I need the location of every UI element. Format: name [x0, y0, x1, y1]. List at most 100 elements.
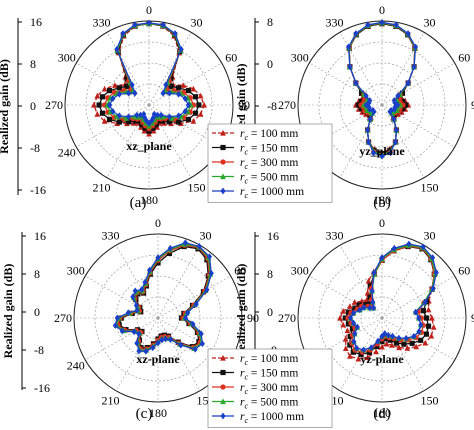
angle-tick-label: 330	[102, 229, 120, 243]
data-point	[185, 101, 191, 109]
legend-symbol: r	[240, 128, 245, 140]
grid-spoke	[106, 32, 150, 106]
data-point	[134, 306, 140, 314]
data-point	[193, 300, 199, 308]
angle-tick-label: 30	[191, 16, 203, 30]
radial-tick-label: 8	[30, 57, 36, 71]
angle-tick-label: 30	[424, 16, 436, 30]
data-point	[136, 330, 142, 338]
data-point	[366, 349, 373, 356]
grid-spoke	[381, 245, 425, 319]
data-point	[155, 260, 161, 266]
legend-swatch-marker	[220, 354, 226, 361]
radial-tick-label: 0	[30, 99, 36, 113]
data-point	[182, 108, 188, 115]
data-point	[400, 98, 406, 104]
angle-tick-label: 30	[424, 229, 436, 243]
data-point	[357, 306, 363, 314]
data-point	[367, 283, 373, 289]
data-point	[370, 298, 376, 306]
grid-spoke	[381, 317, 425, 391]
data-point	[126, 119, 132, 125]
data-point	[120, 30, 126, 37]
data-point	[182, 95, 188, 102]
data-point	[379, 18, 385, 26]
data-point	[132, 113, 138, 120]
legend-box	[207, 348, 333, 428]
data-point	[389, 342, 395, 348]
angle-tick-label: 180	[140, 193, 158, 207]
grid-spoke	[339, 32, 383, 106]
data-point	[125, 309, 131, 317]
data-point	[353, 30, 359, 37]
legend-subscript: c	[244, 162, 248, 171]
data-point	[347, 333, 353, 339]
data-point	[413, 308, 419, 316]
angle-tick-label: 240	[58, 146, 76, 160]
data-point	[356, 302, 362, 308]
data-point	[364, 289, 371, 296]
data-point	[363, 301, 369, 308]
data-point	[137, 118, 143, 124]
legend-symbol: r	[240, 368, 245, 380]
plane-label: yz-plane	[360, 352, 404, 366]
series-line	[347, 21, 417, 157]
legend-symbol: r	[240, 157, 245, 169]
data-point	[424, 315, 430, 321]
legend-value: = 1000 mm	[248, 186, 304, 198]
data-point	[166, 113, 173, 121]
legend-swatch-marker	[220, 187, 226, 195]
data-point	[107, 101, 113, 109]
data-point	[112, 82, 118, 88]
grid-spoke	[339, 104, 383, 178]
legend-subscript: c	[244, 191, 248, 200]
data-point	[363, 92, 369, 100]
angle-tick-label: 330	[326, 16, 344, 30]
data-point	[175, 85, 182, 91]
grid-spoke	[148, 32, 192, 106]
data-point	[351, 299, 358, 305]
data-point	[114, 314, 120, 322]
data-point	[364, 126, 371, 134]
data-point	[132, 287, 138, 295]
data-point	[383, 336, 389, 342]
polar-panel: 03060901501802102402703003301680-8-16Rea…	[1, 216, 259, 422]
radial-tick-label: 8	[267, 267, 273, 281]
angle-tick-label: 90	[247, 311, 259, 325]
data-point	[365, 21, 371, 29]
radial-tick-label: -16	[30, 183, 46, 197]
radial-tick-label: -8	[267, 99, 277, 113]
data-point	[201, 101, 207, 108]
data-point	[136, 113, 142, 120]
data-point	[168, 83, 174, 90]
data-point	[114, 113, 120, 120]
legend-swatch-marker	[220, 129, 226, 136]
legend-subscript: c	[244, 358, 248, 367]
data-point	[422, 298, 428, 306]
legend-subscript: c	[244, 148, 248, 157]
angle-tick-label: 150	[421, 180, 439, 194]
angle-tick-label: 180	[373, 406, 391, 420]
data-point	[146, 19, 152, 27]
data-point	[350, 349, 356, 355]
legend-entry-label: rc = 500 mm	[240, 397, 298, 411]
data-point	[383, 340, 390, 347]
radial-tick-label: 16	[267, 229, 279, 243]
data-point	[418, 321, 424, 329]
data-point	[430, 285, 436, 292]
grid-spoke	[115, 317, 159, 391]
data-point	[141, 113, 148, 121]
radial-tick-label: 8	[267, 15, 273, 29]
data-point	[94, 92, 101, 99]
data-point	[403, 102, 409, 108]
grid-spoke	[309, 62, 383, 106]
y-axis-label: Realized gain (dB)	[1, 264, 15, 359]
legend-entry-label: rc = 100 mm	[240, 353, 298, 367]
data-point	[412, 43, 419, 51]
data-point	[405, 79, 411, 87]
data-point	[420, 308, 426, 314]
data-point	[365, 277, 372, 284]
data-point	[337, 314, 343, 321]
data-point	[433, 269, 439, 276]
